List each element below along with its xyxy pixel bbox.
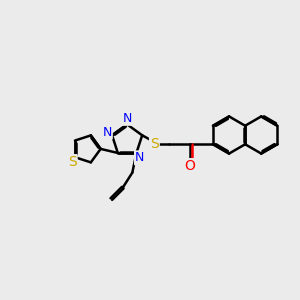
Text: O: O <box>184 159 195 173</box>
Text: N: N <box>135 152 144 164</box>
Text: S: S <box>150 137 159 151</box>
Text: S: S <box>68 155 76 169</box>
Text: N: N <box>103 125 112 139</box>
Text: N: N <box>122 112 132 125</box>
